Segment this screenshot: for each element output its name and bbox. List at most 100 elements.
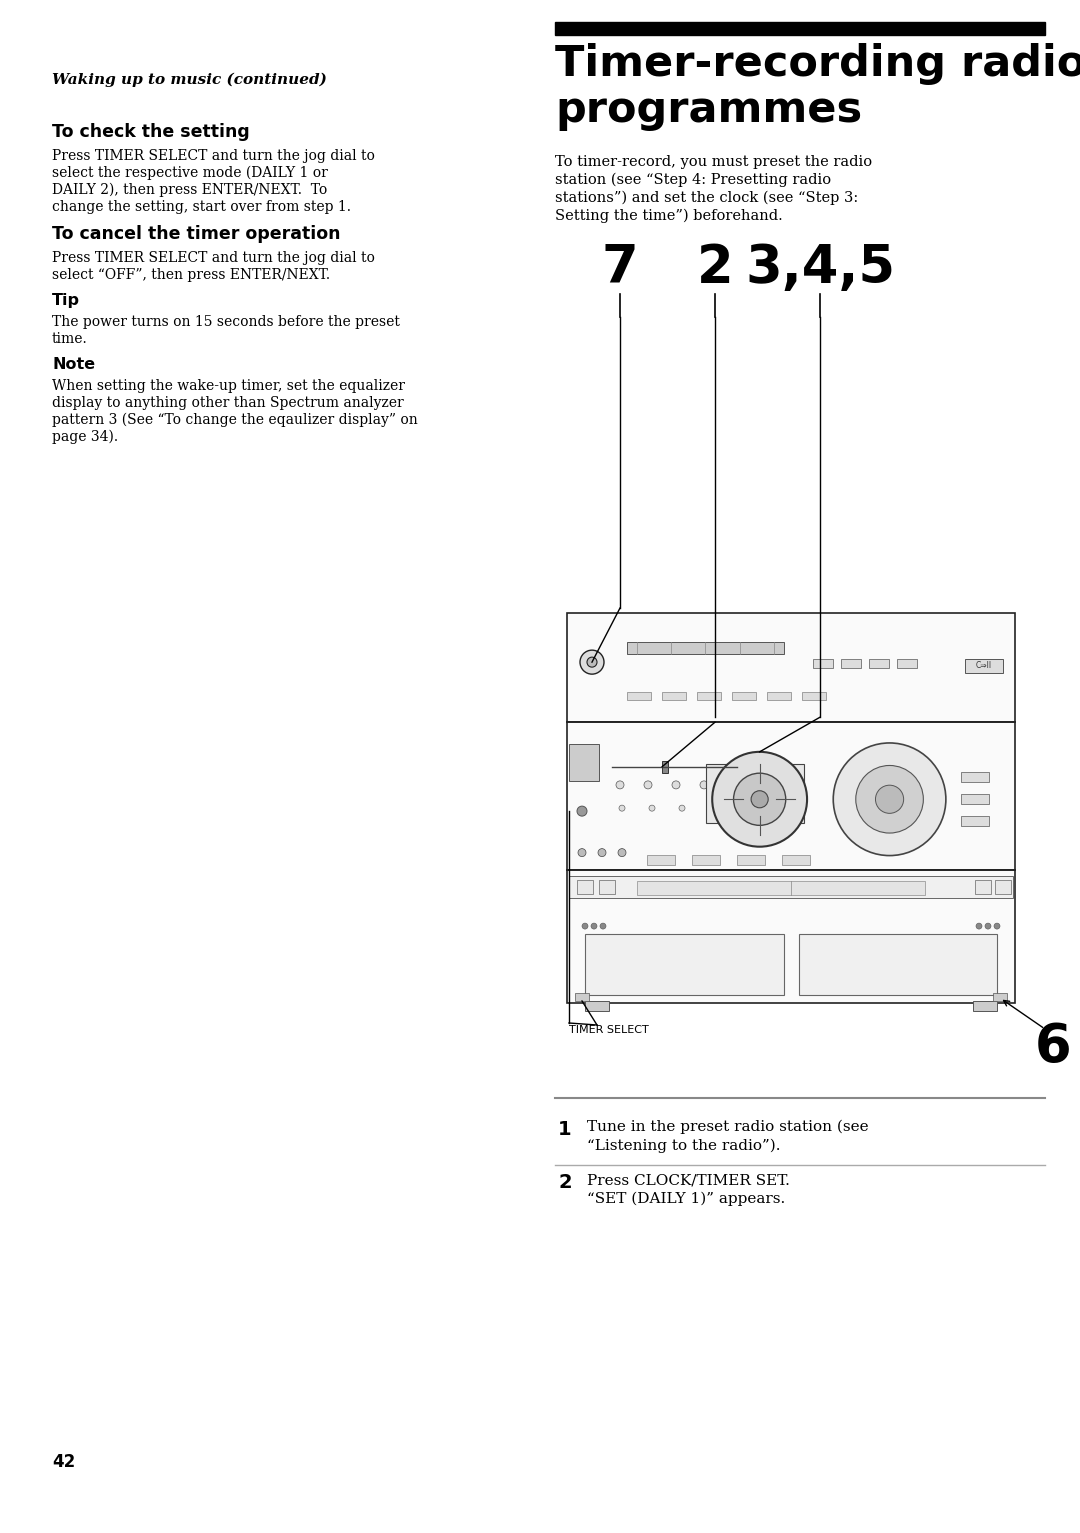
Bar	[961, 794, 989, 803]
Circle shape	[588, 658, 597, 667]
Text: “SET (DAILY 1)” appears.: “SET (DAILY 1)” appears.	[588, 1193, 785, 1206]
Circle shape	[577, 806, 588, 816]
Text: Note: Note	[52, 357, 95, 373]
Bar	[662, 760, 669, 773]
Circle shape	[618, 849, 626, 857]
Text: stations”) and set the clock (see “Step 3:: stations”) and set the clock (see “Step …	[555, 192, 859, 205]
Text: The power turns on 15 seconds before the preset: The power turns on 15 seconds before the…	[52, 314, 400, 330]
Circle shape	[708, 805, 715, 811]
Circle shape	[644, 780, 652, 789]
Bar	[995, 880, 1011, 894]
Bar	[599, 880, 615, 894]
Text: select the respective mode (DAILY 1 or: select the respective mode (DAILY 1 or	[52, 166, 328, 181]
Text: Setting the time”) beforehand.: Setting the time”) beforehand.	[555, 208, 783, 224]
Text: programmes: programmes	[555, 89, 862, 130]
Text: Tune in the preset radio station (see: Tune in the preset radio station (see	[588, 1121, 868, 1134]
Circle shape	[672, 780, 680, 789]
Circle shape	[985, 923, 991, 929]
Text: To check the setting: To check the setting	[52, 123, 249, 141]
Bar	[647, 855, 675, 866]
Bar	[567, 613, 1015, 722]
Circle shape	[616, 780, 624, 789]
Text: 2: 2	[697, 242, 733, 294]
Bar	[575, 993, 589, 1001]
Text: Waking up to music (continued): Waking up to music (continued)	[52, 74, 327, 87]
Circle shape	[580, 650, 604, 675]
Bar	[585, 1001, 609, 1010]
Circle shape	[679, 805, 685, 811]
Bar	[627, 693, 651, 701]
Bar	[555, 21, 1045, 35]
Bar	[706, 763, 805, 823]
Bar	[897, 659, 917, 667]
Text: change the setting, start over from step 1.: change the setting, start over from step…	[52, 199, 351, 215]
Circle shape	[649, 805, 654, 811]
Text: Tip: Tip	[52, 293, 80, 308]
Bar	[841, 659, 862, 667]
Text: Press TIMER SELECT and turn the jog dial to: Press TIMER SELECT and turn the jog dial…	[52, 251, 375, 265]
Text: Press TIMER SELECT and turn the jog dial to: Press TIMER SELECT and turn the jog dial…	[52, 149, 375, 162]
Bar	[732, 693, 756, 701]
Bar	[975, 880, 991, 894]
Bar	[966, 659, 1003, 673]
Circle shape	[834, 744, 946, 855]
Text: 3,4,5: 3,4,5	[745, 242, 895, 294]
Bar	[767, 693, 791, 701]
Bar	[577, 880, 593, 894]
Text: 42: 42	[52, 1453, 76, 1472]
Text: station (see “Step 4: Presetting radio: station (see “Step 4: Presetting radio	[555, 173, 832, 187]
Text: C⇒II: C⇒II	[976, 661, 993, 670]
Bar	[973, 1001, 997, 1010]
Bar	[627, 642, 784, 655]
Bar	[567, 871, 1015, 1003]
Text: 6: 6	[1035, 1021, 1071, 1073]
Text: Timer-recording radio: Timer-recording radio	[555, 43, 1080, 84]
Circle shape	[582, 923, 588, 929]
Circle shape	[751, 791, 768, 808]
Text: Press CLOCK/TIMER SET.: Press CLOCK/TIMER SET.	[588, 1173, 789, 1187]
Text: 2: 2	[558, 1173, 571, 1193]
Text: To cancel the timer operation: To cancel the timer operation	[52, 225, 340, 244]
Bar	[869, 659, 890, 667]
Text: TIMER SELECT: TIMER SELECT	[569, 1026, 649, 1035]
Bar	[569, 877, 1013, 898]
Text: 1: 1	[558, 1121, 571, 1139]
Circle shape	[976, 923, 982, 929]
Text: pattern 3 (See “To change the eqaulizer display” on: pattern 3 (See “To change the eqaulizer …	[52, 412, 418, 428]
Text: When setting the wake-up timer, set the equalizer: When setting the wake-up timer, set the …	[52, 379, 405, 392]
Circle shape	[855, 765, 923, 832]
Circle shape	[739, 805, 745, 811]
Bar	[585, 934, 783, 995]
Circle shape	[712, 751, 807, 846]
Circle shape	[598, 849, 606, 857]
Text: display to anything other than Spectrum analyzer: display to anything other than Spectrum …	[52, 396, 404, 409]
Text: 7: 7	[602, 242, 638, 294]
Bar	[737, 855, 765, 866]
Bar	[567, 722, 1015, 871]
Bar	[782, 855, 810, 866]
Text: DAILY 2), then press ENTER/NEXT.  To: DAILY 2), then press ENTER/NEXT. To	[52, 182, 327, 198]
Bar	[961, 773, 989, 782]
Circle shape	[578, 849, 586, 857]
Text: select “OFF”, then press ENTER/NEXT.: select “OFF”, then press ENTER/NEXT.	[52, 268, 330, 282]
Circle shape	[733, 773, 786, 825]
Text: “Listening to the radio”).: “Listening to the radio”).	[588, 1139, 781, 1153]
Bar	[692, 855, 720, 866]
Bar	[662, 693, 686, 701]
Bar	[569, 745, 599, 782]
Bar	[993, 993, 1007, 1001]
Bar	[697, 693, 721, 701]
Bar	[802, 693, 826, 701]
Bar	[961, 816, 989, 826]
Circle shape	[994, 923, 1000, 929]
Circle shape	[876, 785, 904, 814]
Circle shape	[700, 780, 708, 789]
Text: To timer-record, you must preset the radio: To timer-record, you must preset the rad…	[555, 155, 873, 169]
Bar	[637, 881, 924, 895]
Circle shape	[619, 805, 625, 811]
Circle shape	[600, 923, 606, 929]
Text: time.: time.	[52, 333, 87, 346]
Circle shape	[591, 923, 597, 929]
Text: page 34).: page 34).	[52, 429, 118, 445]
Bar	[798, 934, 997, 995]
